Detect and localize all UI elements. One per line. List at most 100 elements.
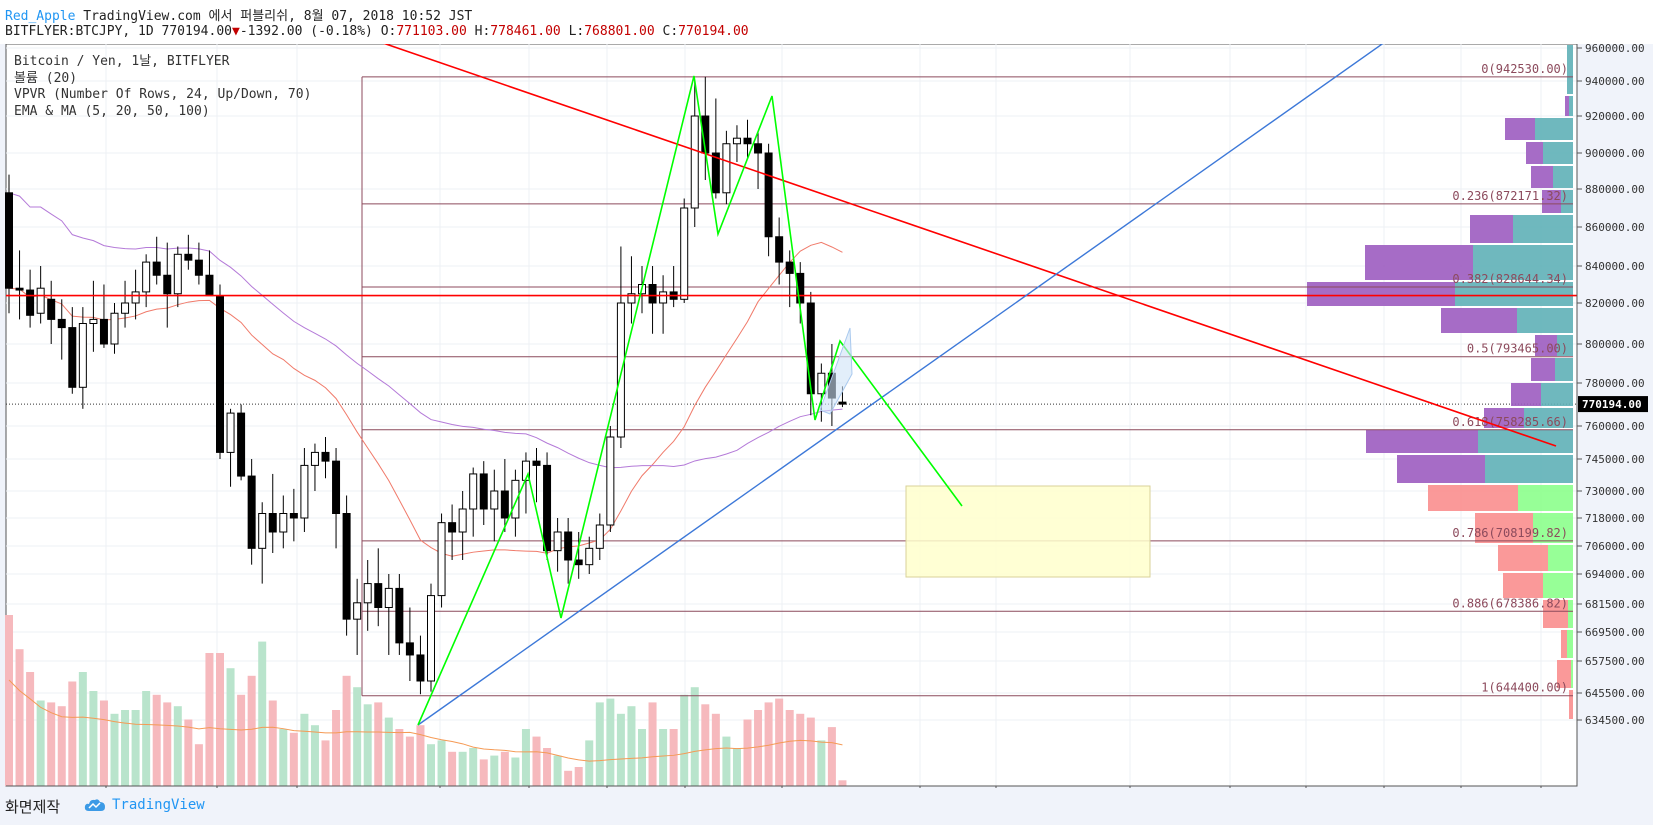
candle-body	[15, 287, 24, 291]
price-tick-label: 900000.00	[1585, 147, 1645, 160]
vpvr-up	[1543, 142, 1573, 164]
ma-50-line	[8, 192, 843, 469]
volume-bar	[47, 702, 56, 786]
volume-bar	[806, 717, 815, 786]
candle-body	[184, 253, 193, 261]
author-link[interactable]: Red_Apple	[5, 9, 76, 24]
volume-bar	[616, 713, 625, 786]
volume-bar	[152, 694, 161, 786]
volume-bar	[142, 691, 151, 786]
candle-body	[785, 261, 794, 274]
fib-level-label: 0.618(758285.66)	[1452, 415, 1568, 429]
price-tick-label: 820000.00	[1585, 297, 1645, 310]
candle-body	[427, 595, 435, 682]
price-tick-label: 800000.00	[1585, 338, 1645, 351]
fib-level-label: 0.236(872171.32)	[1452, 189, 1568, 203]
candle-body	[342, 513, 351, 620]
volume-bar	[15, 649, 24, 786]
candle-body	[458, 508, 467, 533]
vpvr-down	[1498, 545, 1548, 571]
candle-body	[268, 513, 277, 533]
candle-body	[511, 479, 520, 519]
volume-bar	[680, 694, 689, 786]
candle-body	[448, 522, 457, 533]
price-tick-label: 745000.00	[1585, 453, 1645, 466]
price-axis[interactable]: 960000.00 940000.00 920000.00 900000.00 8800…	[1576, 44, 1648, 786]
candle-body	[469, 473, 478, 510]
volume-bar	[690, 687, 699, 786]
price-tick-label: 960000.00	[1585, 44, 1645, 55]
price-chart[interactable]: 0(942530.00) 0.236(872171.32) 0.382(828644…	[0, 44, 1653, 788]
volume-bar	[500, 751, 509, 786]
volume-bar	[448, 751, 457, 786]
cloud-logo-icon	[84, 799, 105, 811]
volume-bar	[279, 729, 288, 786]
vpvr-up	[1517, 308, 1573, 333]
vpvr-up	[1567, 45, 1573, 94]
ohlc-line: BITFLYER:BTCJPY, 1D 770194.00▼-1392.00 (…	[5, 24, 749, 39]
volume-bar	[469, 748, 478, 786]
price-tick-label: 634500.00	[1585, 714, 1645, 727]
last-price-label: 770194.00	[1582, 398, 1642, 411]
tradingview-brand[interactable]: TradingView	[84, 797, 205, 813]
vpvr-up	[1555, 358, 1573, 381]
candle-body	[616, 302, 625, 438]
candle-body	[152, 261, 161, 276]
price-tick-label: 730000.00	[1585, 485, 1645, 498]
open-label: O:	[380, 24, 397, 39]
candle-body	[732, 137, 741, 145]
legend-ema[interactable]: EMA & MA (5, 20, 50, 100)	[14, 103, 210, 119]
vpvr-up	[1571, 660, 1573, 688]
candle-body	[310, 451, 319, 466]
legend-volume[interactable]: 볼륨 (20)	[14, 70, 78, 86]
candle-body	[532, 460, 541, 466]
legend-title: Bitcoin / Yen, 1날, BITFLYER	[14, 54, 230, 69]
candle-body	[173, 253, 182, 295]
drawings[interactable]	[6, 44, 1577, 726]
price-tick-label: 840000.00	[1585, 260, 1645, 273]
price-tick-label: 706000.00	[1585, 540, 1645, 553]
vpvr-down	[1366, 430, 1478, 453]
candle-body	[289, 513, 298, 519]
volume-bar	[775, 698, 784, 786]
volume-bar	[479, 759, 488, 786]
volume-bar	[532, 736, 541, 786]
price-tick-label: 669500.00	[1585, 626, 1645, 639]
volume-bar	[36, 700, 45, 786]
vpvr-down	[1526, 142, 1543, 164]
ema-20-line	[8, 241, 843, 557]
price-tick-label: 780000.00	[1585, 377, 1645, 390]
candle-body	[500, 490, 509, 519]
volume-bar	[268, 700, 277, 786]
chart-header: Red_Apple TradingView.com 에서 퍼블리쉬, 8월 07…	[0, 0, 1653, 44]
vpvr-down	[1543, 600, 1568, 628]
vpvr-up	[1485, 455, 1573, 483]
vpvr-down	[1505, 118, 1535, 140]
volume-bar	[711, 713, 720, 786]
vpvr-up	[1473, 245, 1573, 280]
publish-info: Red_Apple TradingView.com 에서 퍼블리쉬, 8월 07…	[5, 5, 472, 24]
volume-bar	[205, 653, 214, 786]
volume-bar	[785, 710, 794, 786]
time-axis[interactable]: 6월11187월916238월13209월10172410월8	[6, 785, 1577, 788]
fib-level-label: 0.786(708199.82)	[1452, 526, 1568, 540]
volume-bar	[416, 725, 425, 786]
legend-vpvr[interactable]: VPVR (Number Of Rows, 24, Up/Down, 70)	[14, 87, 312, 102]
fib-level-label: 0(942530.00)	[1481, 62, 1568, 76]
volume-bar	[796, 713, 805, 786]
candle-body	[690, 115, 699, 209]
candle-body	[806, 302, 815, 395]
volume-bar	[184, 719, 193, 786]
candle-body	[490, 490, 499, 510]
volume-bar	[121, 710, 130, 786]
volume-profile	[1307, 45, 1573, 719]
candle-body	[47, 298, 56, 320]
candle-body	[585, 547, 594, 566]
candle-body	[543, 464, 552, 552]
downtrend-line	[383, 44, 1557, 447]
candle-body	[321, 451, 330, 462]
price-tick-label: 645500.00	[1585, 687, 1645, 700]
candle-body	[374, 583, 383, 608]
candle-body	[775, 236, 784, 263]
target-box[interactable]	[905, 485, 1151, 578]
